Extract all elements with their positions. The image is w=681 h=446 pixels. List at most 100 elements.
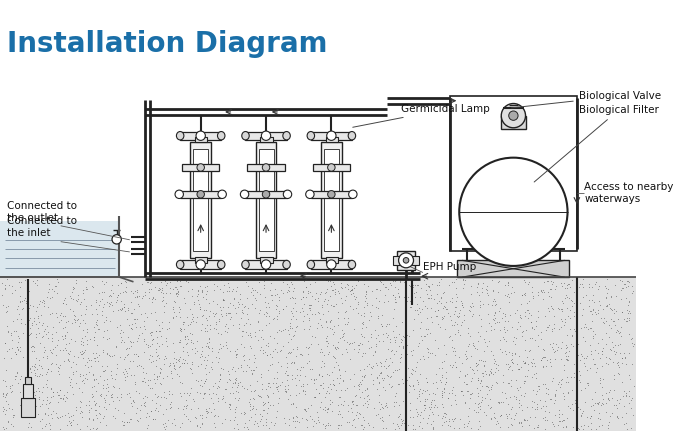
Point xyxy=(408,367,419,374)
Point xyxy=(183,287,193,294)
Point xyxy=(422,386,432,393)
Point xyxy=(157,293,168,300)
Point xyxy=(499,335,510,343)
Point xyxy=(329,353,340,360)
Point xyxy=(402,293,413,301)
Point xyxy=(429,401,440,409)
Point xyxy=(197,286,208,293)
Point xyxy=(128,399,139,406)
Point xyxy=(586,310,597,317)
Point xyxy=(202,321,212,328)
Point xyxy=(259,293,270,301)
Point xyxy=(250,417,261,424)
Point xyxy=(41,420,52,427)
Point xyxy=(585,308,596,315)
Point xyxy=(616,286,627,293)
Point xyxy=(348,401,359,408)
Point xyxy=(298,287,308,294)
Point xyxy=(580,291,591,298)
Point xyxy=(12,306,22,313)
Point xyxy=(69,352,80,359)
Point xyxy=(477,370,488,377)
Point xyxy=(525,318,536,326)
Point xyxy=(464,302,475,310)
Point xyxy=(253,317,264,324)
Point xyxy=(606,293,617,300)
Point xyxy=(10,351,21,358)
Point xyxy=(14,348,25,355)
Point xyxy=(281,289,292,296)
Point xyxy=(372,385,383,392)
Point xyxy=(248,402,259,409)
Point xyxy=(223,287,234,294)
Point xyxy=(54,394,65,401)
Point xyxy=(254,417,265,425)
Point xyxy=(313,389,324,396)
Point xyxy=(39,297,50,305)
Point xyxy=(578,421,589,429)
Point xyxy=(318,351,329,358)
Point xyxy=(82,326,93,333)
Point xyxy=(513,386,524,393)
Point xyxy=(466,366,477,373)
Point xyxy=(504,311,515,318)
Point xyxy=(489,309,500,316)
Point xyxy=(215,341,226,348)
Point xyxy=(185,338,196,345)
Point xyxy=(388,333,399,340)
Point xyxy=(222,288,233,295)
Point xyxy=(55,386,66,393)
Point xyxy=(491,301,502,308)
Point xyxy=(33,384,44,392)
Point xyxy=(378,425,389,432)
Point xyxy=(455,331,466,338)
Point xyxy=(426,409,437,416)
Point xyxy=(199,380,210,387)
Point xyxy=(37,364,48,372)
Point xyxy=(62,395,73,402)
Point xyxy=(460,398,471,405)
Point xyxy=(609,342,620,349)
Point xyxy=(605,386,616,393)
Point xyxy=(432,321,443,328)
Point xyxy=(443,395,454,402)
Point xyxy=(321,337,332,344)
Point xyxy=(129,350,140,357)
Point xyxy=(153,392,163,400)
Point xyxy=(320,317,331,324)
Point xyxy=(592,414,603,421)
Point xyxy=(131,404,142,411)
Point xyxy=(481,289,492,296)
Point xyxy=(107,390,118,397)
Point xyxy=(115,391,126,398)
Point xyxy=(285,319,296,326)
Point xyxy=(398,345,409,352)
Point xyxy=(601,354,612,361)
Point xyxy=(249,328,260,335)
Point xyxy=(99,327,110,334)
Point xyxy=(548,321,559,328)
Point xyxy=(130,388,141,395)
Point xyxy=(372,286,383,293)
Point xyxy=(371,343,382,350)
Point xyxy=(222,280,233,287)
Point xyxy=(582,352,593,359)
Circle shape xyxy=(262,190,270,198)
Point xyxy=(175,282,186,289)
Point xyxy=(563,347,574,355)
Point xyxy=(257,335,268,342)
Point xyxy=(424,283,435,290)
Point xyxy=(524,279,535,286)
Point xyxy=(316,381,327,388)
Point xyxy=(270,285,281,293)
Point xyxy=(569,396,580,404)
Point xyxy=(14,292,25,299)
Point xyxy=(527,397,538,405)
Point xyxy=(25,330,36,337)
Point xyxy=(64,340,75,347)
Point xyxy=(232,384,242,391)
Point xyxy=(138,364,149,372)
Point xyxy=(30,360,41,367)
Point xyxy=(14,284,25,291)
Point xyxy=(330,285,341,293)
